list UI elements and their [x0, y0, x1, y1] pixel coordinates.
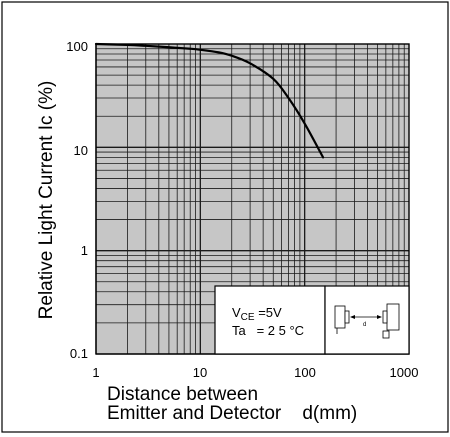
- x-axis-label-line2: Emitter and Detector d(mm): [107, 403, 357, 424]
- measurement-diagram: d: [324, 285, 410, 355]
- y-tick-label: 10: [74, 143, 88, 158]
- y-axis-label: Relative Light Current Ic (%): [36, 81, 57, 320]
- x-tick-label: 100: [294, 365, 316, 380]
- x-tick-label: 1: [92, 365, 99, 380]
- emitter-icon: [334, 305, 350, 334]
- relative-current-curve: [94, 42, 325, 159]
- y-tick-label: 100: [66, 39, 88, 54]
- detector-icon: [382, 303, 400, 339]
- x-tick-label: 1000: [390, 365, 419, 380]
- y-tick-label: 1: [81, 243, 88, 258]
- conditions-box: VCE =5V Ta = 2 5 °C: [214, 285, 326, 355]
- distance-label: d: [363, 322, 366, 328]
- y-tick-labels: 0.1 1 10 100: [66, 39, 88, 361]
- x-tick-label: 10: [193, 365, 207, 380]
- conditions-line-2: Ta = 2 5 °C: [232, 323, 304, 338]
- conditions-line-1: VCE =5V: [232, 305, 282, 323]
- x-tick-labels: 1 10 100 1000: [92, 365, 418, 380]
- x-axis-label-line1: Distance between: [107, 384, 258, 405]
- distance-arrow-icon: [350, 315, 382, 319]
- y-tick-label: 0.1: [70, 346, 88, 361]
